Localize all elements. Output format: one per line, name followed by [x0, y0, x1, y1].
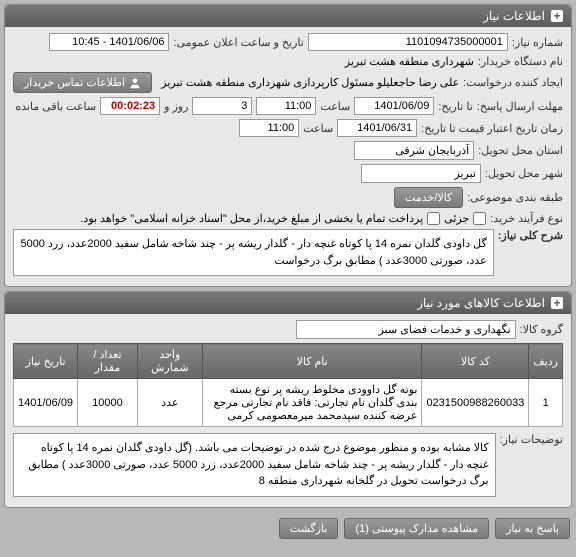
- contact-button[interactable]: اطلاعات تماس خریدار: [13, 72, 152, 93]
- reply-button[interactable]: پاسخ به نیاز: [495, 518, 570, 539]
- notes-box: کالا مشابه بوده و منظور موضوع درج شده در…: [13, 433, 496, 497]
- table-row[interactable]: 1 0231500988260033 بوته گل داوودی مخلوط …: [14, 379, 563, 427]
- duration-days: 3: [192, 97, 252, 115]
- creator-value: علی رضا حاجعلیلو مسئول کارپردازی شهرداری…: [156, 76, 459, 89]
- category-label: طبقه بندی موضوعی:: [467, 191, 563, 204]
- city-label: شهر محل تحویل:: [485, 167, 563, 180]
- deadline-label: مهلت ارسال پاسخ:: [477, 100, 563, 113]
- deadline-time-label: ساعت: [320, 100, 350, 113]
- th-idx: ردیف: [529, 344, 563, 379]
- group-field: نگهداری و خدمات فضای سبز: [296, 320, 516, 339]
- main-desc-box: گل داودی گلدان نمره 14 پا کوتاه غنچه دار…: [13, 229, 494, 276]
- th-date: تاریخ نیاز: [14, 344, 78, 379]
- validity-time-label: ساعت: [303, 122, 333, 135]
- items-panel: + اطلاعات کالاهای مورد نیاز گروه کالا: ن…: [4, 291, 572, 508]
- info-panel-header: + اطلاعات نیاز: [5, 5, 571, 27]
- notes-label: توضیحات نیاز:: [500, 433, 563, 446]
- info-panel: + اطلاعات نیاز شماره نیاز: 1101094735000…: [4, 4, 572, 287]
- th-name: نام کالا: [202, 344, 422, 379]
- th-code: کد کالا: [422, 344, 529, 379]
- th-qty: تعداد / مقدار: [78, 344, 138, 379]
- province-field: آذربایجان شرقی: [354, 141, 474, 160]
- attachments-button[interactable]: مشاهده مدارک پیوستی (1): [344, 518, 489, 539]
- validity-label: زمان تاریخ اعتبار قیمت تا تاریخ:: [421, 122, 563, 135]
- items-panel-header: + اطلاعات کالاهای مورد نیاز: [5, 292, 571, 314]
- pay-checkbox[interactable]: [427, 212, 440, 225]
- items-table: ردیف کد کالا نام کالا واحد شمارش تعداد /…: [13, 343, 563, 427]
- group-label: گروه کالا:: [520, 323, 563, 336]
- req-no-label: شماره نیاز:: [512, 36, 563, 49]
- validity-date: 1401/06/31: [337, 119, 417, 137]
- cell-name: بوته گل داوودی مخلوط ریشه پر نوع بسته بن…: [202, 379, 422, 427]
- remaining-label: ساعت باقی مانده: [15, 100, 96, 113]
- creator-label: ایجاد کننده درخواست:: [463, 76, 563, 89]
- buyer-label: نام دستگاه خریدار:: [478, 55, 563, 68]
- duration-label: روز و: [164, 100, 188, 113]
- city-field: تبریز: [361, 164, 481, 183]
- pub-date-label: تاریخ و ساعت اعلان عمومی:: [173, 36, 303, 49]
- buyer-value: شهرداری منطقه هشت تبریز: [345, 55, 474, 68]
- th-unit: واحد شمارش: [137, 344, 202, 379]
- deadline-to-label: تا تاریخ:: [438, 100, 472, 113]
- info-panel-body: شماره نیاز: 1101094735000001 تاریخ و ساع…: [5, 27, 571, 286]
- main-desc-label: شرح کلی نیاز:: [498, 229, 563, 242]
- contact-icon: [129, 77, 141, 89]
- deadline-date: 1401/06/09: [354, 97, 434, 115]
- partial-checkbox[interactable]: [473, 212, 486, 225]
- items-panel-body: گروه کالا: نگهداری و خدمات فضای سبز ردیف…: [5, 314, 571, 507]
- bottom-bar: پاسخ به نیاز مشاهده مدارک پیوستی (1) باز…: [0, 512, 576, 545]
- back-button[interactable]: بازگشت: [279, 518, 339, 539]
- cell-date: 1401/06/09: [14, 379, 78, 427]
- req-no-field: 1101094735000001: [308, 33, 508, 51]
- validity-time: 11:00: [239, 119, 299, 137]
- expand-icon-2[interactable]: +: [551, 297, 563, 309]
- expand-icon[interactable]: +: [551, 10, 563, 22]
- cell-unit: عدد: [137, 379, 202, 427]
- cell-code: 0231500988260033: [422, 379, 529, 427]
- province-label: استان محل تحویل:: [478, 144, 563, 157]
- pub-date-field: 1401/06/06 - 10:45: [49, 33, 169, 51]
- category-button[interactable]: کالا/خدمت: [394, 187, 463, 208]
- process-label: نوع فرآیند خرید:: [490, 212, 563, 225]
- table-header-row: ردیف کد کالا نام کالا واحد شمارش تعداد /…: [14, 344, 563, 379]
- process-partial-check: جزئی: [444, 212, 486, 225]
- process-pay-check: پرداخت تمام یا بخشی از مبلغ خرید،از محل …: [13, 212, 440, 225]
- deadline-time: 11:00: [256, 97, 316, 115]
- cell-idx: 1: [529, 379, 563, 427]
- items-panel-title: اطلاعات کالاهای مورد نیاز: [417, 296, 545, 310]
- countdown: 00:02:23: [100, 97, 160, 115]
- cell-qty: 10000: [78, 379, 138, 427]
- info-panel-title: اطلاعات نیاز: [483, 9, 545, 23]
